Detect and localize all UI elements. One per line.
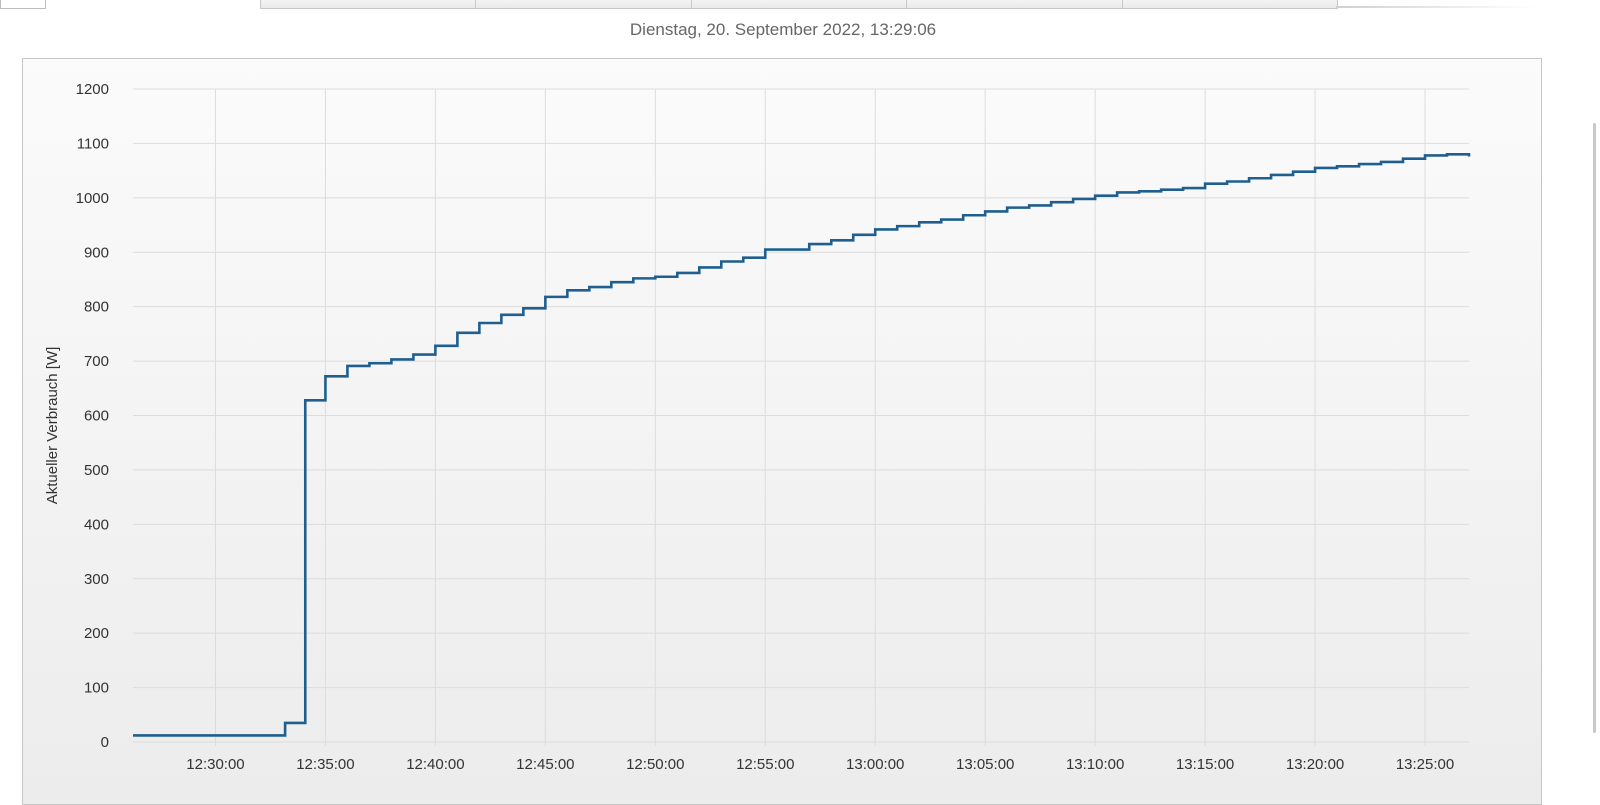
y-tick-label: 1000 <box>76 190 109 207</box>
y-tick-label: 700 <box>84 353 109 370</box>
range-tab-3[interactable] <box>692 0 908 8</box>
menu-corner-button[interactable] <box>0 0 46 9</box>
y-axis-title: Aktueller Verbrauch [W] <box>44 347 61 505</box>
y-tick-label: 1100 <box>77 135 109 152</box>
x-tick-label: 13:05:00 <box>956 756 1014 773</box>
y-tick-label: 800 <box>84 299 109 316</box>
x-tick-label: 13:20:00 <box>1286 756 1344 773</box>
y-tick-label: 200 <box>84 625 109 642</box>
range-tab-bar <box>260 0 1338 9</box>
chart-timestamp: Dienstag, 20. September 2022, 13:29:06 <box>629 20 937 39</box>
y-axis-ticks: 0 100 200 300 400 500 600 700 800 900 1000 1100 1200 <box>76 81 109 751</box>
consumption-chart: 0 100 200 300 400 500 600 700 800 900 1000 1100 1200… <box>44 81 1471 773</box>
x-tick-label: 12:35:00 <box>296 756 354 773</box>
tab-bar-divider <box>1336 6 1536 8</box>
grid <box>133 88 1469 746</box>
x-tick-label: 13:15:00 <box>1176 756 1234 773</box>
x-axis-ticks: 12:30:00 12:35:00 12:40:00 12:45:00 12:50:00… <box>186 756 1454 773</box>
y-tick-label: 100 <box>84 680 109 697</box>
x-tick-label: 13:25:00 <box>1396 756 1454 773</box>
y-tick-label: 400 <box>84 516 109 533</box>
scrollbar-thumb[interactable] <box>1593 123 1596 733</box>
x-tick-label: 13:00:00 <box>846 756 904 773</box>
top-toolbar-strip <box>0 0 1600 12</box>
x-tick-label: 12:30:00 <box>186 756 244 773</box>
chart-frame: 0 100 200 300 400 500 600 700 800 900 1000 1100 1200… <box>22 58 1542 805</box>
x-tick-label: 12:55:00 <box>736 756 794 773</box>
y-tick-label: 0 <box>101 734 109 751</box>
series-line-consumption <box>133 153 1471 737</box>
x-tick-label: 12:45:00 <box>516 756 574 773</box>
range-tab-1[interactable] <box>261 0 477 8</box>
y-tick-label: 900 <box>84 244 109 261</box>
x-tick-label: 12:40:00 <box>406 756 464 773</box>
y-tick-label: 300 <box>84 571 109 588</box>
y-tick-label: 1200 <box>76 81 109 98</box>
range-tab-4[interactable] <box>907 0 1123 8</box>
y-tick-label: 500 <box>84 462 109 479</box>
range-tab-5[interactable] <box>1123 0 1337 8</box>
range-tab-2[interactable] <box>476 0 692 8</box>
x-tick-label: 13:10:00 <box>1066 756 1124 773</box>
x-tick-label: 12:50:00 <box>626 756 684 773</box>
y-tick-label: 600 <box>84 408 109 425</box>
